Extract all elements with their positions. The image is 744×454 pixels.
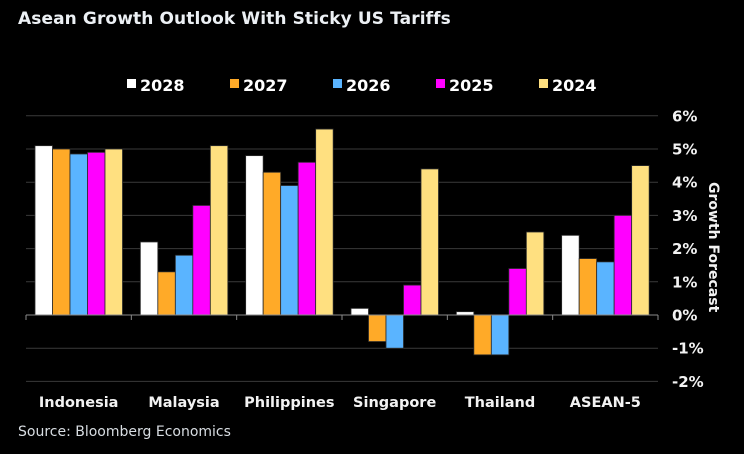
- legend-item-2024: 2024: [539, 76, 597, 95]
- bar-asean-5-2027: [578, 258, 598, 316]
- y-axis: 6% 5% 4% 3% 2% 1% 0% -1% -2%: [672, 107, 704, 391]
- bar-philippines-2026: [280, 185, 299, 316]
- legend-item-2025: 2025: [436, 76, 494, 95]
- legend-swatch: [230, 79, 239, 88]
- legend-item-2028: 2028: [127, 76, 185, 95]
- chart-title: Asean Growth Outlook With Sticky US Tari…: [18, 9, 451, 29]
- x-tick-label: Singapore: [353, 395, 436, 411]
- bar-asean-5-2025: [613, 214, 633, 316]
- bar-indonesia-2027: [52, 148, 71, 316]
- x-tick-label: Thailand: [465, 395, 535, 411]
- y-tick-label: 1%: [672, 273, 697, 291]
- bar-singapore-2027: [368, 314, 387, 342]
- legend-swatch: [436, 79, 445, 88]
- bar-asean-5-2028: [561, 234, 580, 316]
- y-tick-label: 4%: [672, 174, 697, 192]
- bars: [34, 128, 650, 356]
- legend: 2028 2027 2026 2025 2024: [127, 76, 597, 95]
- source-note: Source: Bloomberg Economics: [18, 424, 231, 440]
- gridlines: [26, 115, 658, 382]
- bar-asean-5-2026: [596, 261, 615, 316]
- legend-swatch: [539, 79, 548, 88]
- bar-philippines-2027: [262, 171, 282, 316]
- bar-indonesia-2028: [34, 145, 53, 316]
- y-tick-label: -2%: [672, 373, 704, 391]
- y-tick-label: 0%: [672, 307, 697, 325]
- bar-singapore-2028: [350, 307, 369, 316]
- bar-thailand-2025: [508, 268, 527, 316]
- bar-malaysia-2028: [139, 241, 159, 316]
- y-tick-label: 6%: [672, 107, 697, 125]
- legend-label: 2028: [140, 76, 185, 95]
- x-axis: [25, 314, 659, 320]
- legend-item-2026: 2026: [333, 76, 391, 95]
- legend-item-2027: 2027: [230, 76, 288, 95]
- bar-indonesia-2024: [104, 148, 123, 316]
- x-tick-label: Indonesia: [39, 395, 119, 411]
- legend-swatch: [127, 79, 136, 88]
- y-tick-label: 2%: [672, 240, 697, 258]
- bar-thailand-2024: [525, 231, 545, 316]
- bar-thailand-2026: [490, 314, 510, 356]
- bar-singapore-2025: [403, 284, 422, 316]
- bar-philippines-2028: [245, 155, 264, 316]
- bar-malaysia-2027: [157, 271, 176, 316]
- legend-label: 2025: [449, 76, 494, 95]
- y-axis-label: Growth Forecast: [705, 182, 721, 313]
- bar-malaysia-2024: [209, 145, 229, 316]
- bar-thailand-2027: [473, 314, 492, 356]
- legend-label: 2027: [243, 76, 288, 95]
- bar-malaysia-2025: [192, 205, 211, 316]
- x-tick-label: ASEAN-5: [570, 395, 641, 411]
- bar-indonesia-2025: [87, 151, 106, 316]
- bar-malaysia-2026: [174, 254, 194, 316]
- legend-label: 2024: [552, 76, 597, 95]
- bar-indonesia-2026: [69, 153, 88, 316]
- legend-swatch: [333, 79, 342, 88]
- bar-singapore-2026: [385, 314, 404, 349]
- x-tick-label: Philippines: [244, 395, 334, 411]
- bar-asean-5-2024: [631, 165, 650, 316]
- bar-philippines-2024: [315, 128, 334, 316]
- legend-label: 2026: [346, 76, 391, 95]
- bar-philippines-2025: [297, 161, 317, 316]
- y-tick-label: 3%: [672, 207, 697, 225]
- y-tick-label: -1%: [672, 340, 704, 358]
- x-tick-label: Malaysia: [148, 395, 219, 411]
- category-labels: Indonesia Malaysia Philippines Singapore Tha…: [39, 395, 641, 411]
- y-tick-label: 5%: [672, 141, 697, 159]
- bar-singapore-2024: [420, 168, 439, 316]
